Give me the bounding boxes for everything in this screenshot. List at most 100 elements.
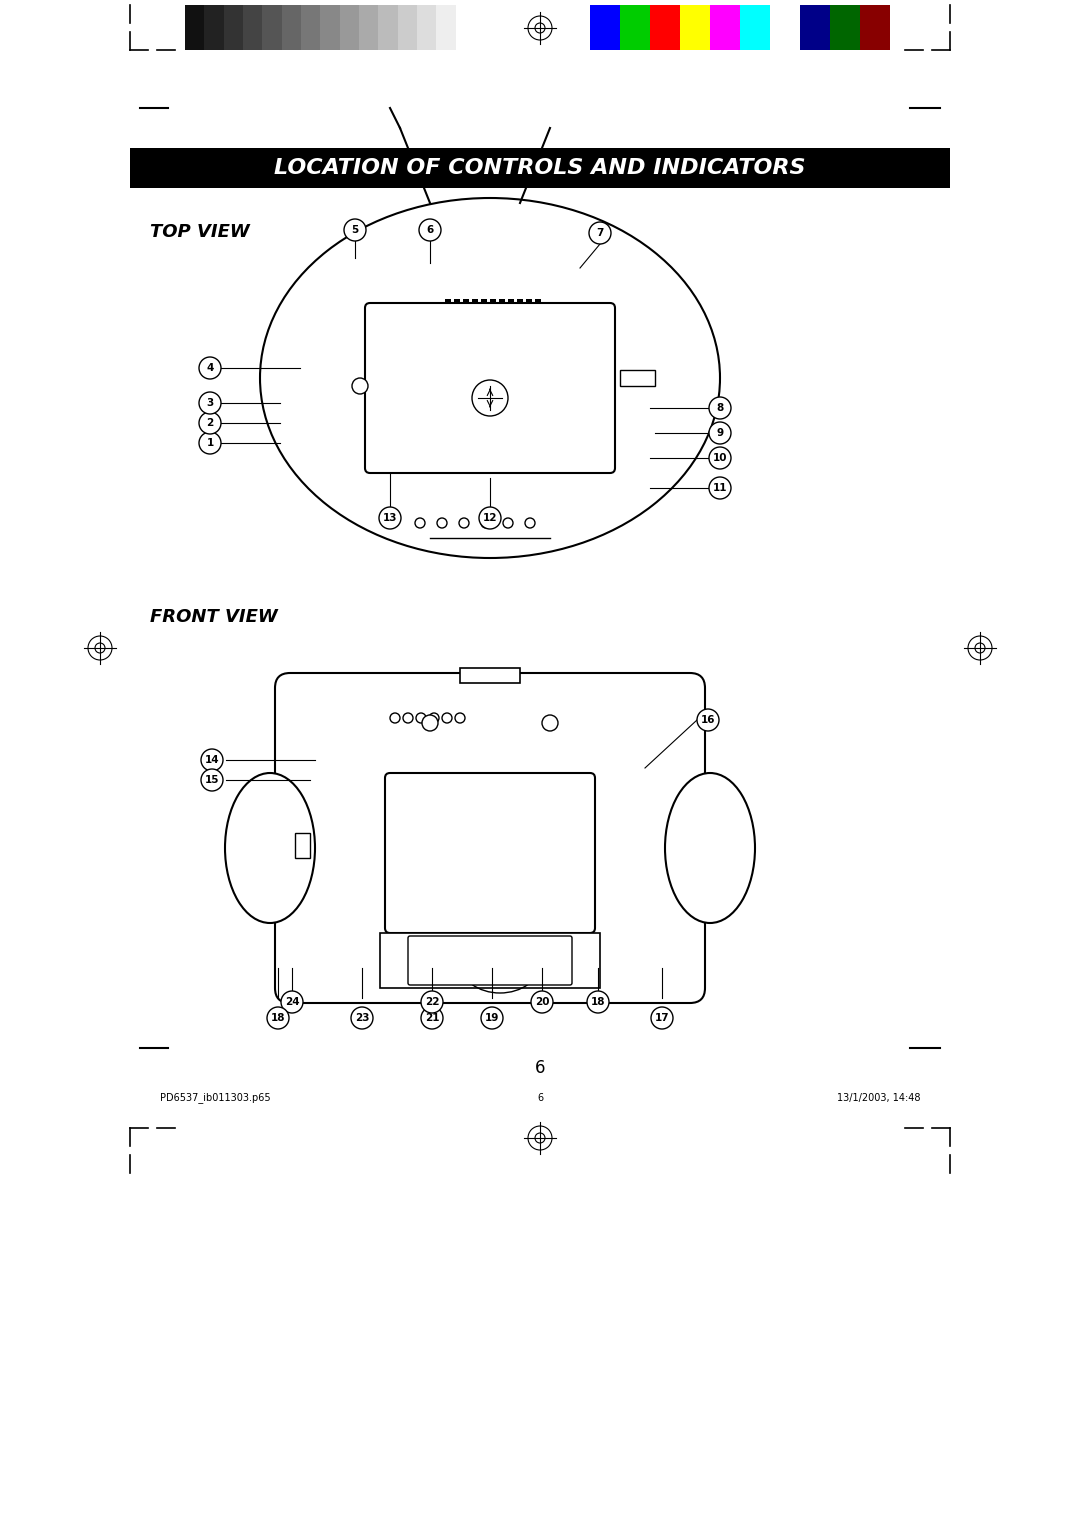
- FancyBboxPatch shape: [408, 937, 572, 986]
- Circle shape: [708, 477, 731, 500]
- Bar: [740, 5, 770, 50]
- Text: 8: 8: [716, 403, 724, 413]
- Bar: [295, 833, 310, 859]
- Bar: [831, 5, 860, 50]
- Text: 3: 3: [206, 397, 214, 408]
- Text: 5: 5: [351, 225, 359, 235]
- Bar: [499, 299, 505, 303]
- Bar: [204, 5, 224, 50]
- FancyBboxPatch shape: [275, 672, 705, 1002]
- Text: 17: 17: [654, 1013, 670, 1024]
- Circle shape: [455, 714, 465, 723]
- Circle shape: [199, 432, 221, 454]
- Bar: [185, 5, 204, 50]
- Circle shape: [459, 518, 469, 529]
- Bar: [454, 299, 460, 303]
- Bar: [380, 934, 600, 989]
- Circle shape: [542, 715, 558, 730]
- Bar: [378, 5, 397, 50]
- Ellipse shape: [665, 773, 755, 923]
- Circle shape: [481, 518, 491, 529]
- Text: 7: 7: [596, 228, 604, 238]
- Text: 18: 18: [271, 1013, 285, 1024]
- Bar: [456, 5, 475, 50]
- Text: 24: 24: [285, 996, 299, 1007]
- Text: 2: 2: [206, 419, 214, 428]
- Circle shape: [199, 358, 221, 379]
- Bar: [445, 299, 451, 303]
- Bar: [282, 5, 301, 50]
- Circle shape: [480, 507, 501, 529]
- Bar: [526, 299, 532, 303]
- Bar: [535, 299, 541, 303]
- Text: 15: 15: [205, 775, 219, 785]
- Text: FRONT VIEW: FRONT VIEW: [150, 608, 278, 626]
- Circle shape: [697, 709, 719, 730]
- Text: 6: 6: [535, 1059, 545, 1077]
- Circle shape: [708, 448, 731, 469]
- Bar: [508, 299, 514, 303]
- Circle shape: [416, 714, 426, 723]
- Bar: [359, 5, 378, 50]
- Circle shape: [422, 715, 438, 730]
- Bar: [481, 299, 487, 303]
- Bar: [472, 299, 478, 303]
- Circle shape: [481, 1007, 503, 1028]
- Circle shape: [708, 397, 731, 419]
- Text: 4: 4: [206, 364, 214, 373]
- Bar: [517, 299, 523, 303]
- Text: 22: 22: [424, 996, 440, 1007]
- Bar: [620, 370, 654, 387]
- Bar: [224, 5, 243, 50]
- Circle shape: [708, 422, 731, 445]
- Bar: [130, 148, 950, 188]
- Text: 19: 19: [485, 1013, 499, 1024]
- Circle shape: [199, 393, 221, 414]
- Ellipse shape: [225, 773, 315, 923]
- Circle shape: [345, 219, 366, 241]
- Bar: [340, 5, 359, 50]
- Text: PD6537_ib011303.p65: PD6537_ib011303.p65: [160, 1093, 271, 1103]
- Circle shape: [267, 1007, 289, 1028]
- Circle shape: [472, 380, 508, 416]
- Bar: [490, 299, 496, 303]
- Bar: [301, 5, 321, 50]
- Bar: [590, 5, 620, 50]
- Circle shape: [199, 413, 221, 434]
- Text: 6: 6: [427, 225, 434, 235]
- FancyBboxPatch shape: [365, 303, 615, 474]
- Text: 21: 21: [424, 1013, 440, 1024]
- Bar: [243, 5, 262, 50]
- Circle shape: [201, 769, 222, 792]
- Text: LOCATION OF CONTROLS AND INDICATORS: LOCATION OF CONTROLS AND INDICATORS: [274, 157, 806, 177]
- Circle shape: [589, 222, 611, 244]
- Text: 10: 10: [713, 452, 727, 463]
- Bar: [262, 5, 282, 50]
- Text: 1: 1: [206, 439, 214, 448]
- Text: 23: 23: [354, 1013, 369, 1024]
- Bar: [710, 5, 740, 50]
- Circle shape: [588, 992, 609, 1013]
- Ellipse shape: [260, 199, 720, 558]
- Circle shape: [531, 992, 553, 1013]
- Bar: [321, 5, 340, 50]
- FancyBboxPatch shape: [384, 773, 595, 934]
- Text: 20: 20: [535, 996, 550, 1007]
- Bar: [680, 5, 710, 50]
- Circle shape: [390, 714, 400, 723]
- Circle shape: [281, 992, 303, 1013]
- Circle shape: [351, 1007, 373, 1028]
- Text: 9: 9: [716, 428, 724, 439]
- Circle shape: [379, 507, 401, 529]
- Bar: [460, 668, 519, 683]
- Text: 14: 14: [205, 755, 219, 766]
- Text: TOP VIEW: TOP VIEW: [150, 223, 249, 241]
- Bar: [860, 5, 890, 50]
- Circle shape: [421, 992, 443, 1013]
- Circle shape: [651, 1007, 673, 1028]
- Circle shape: [421, 1007, 443, 1028]
- Bar: [650, 5, 680, 50]
- Text: 11: 11: [713, 483, 727, 494]
- Circle shape: [403, 714, 413, 723]
- Text: 12: 12: [483, 513, 497, 523]
